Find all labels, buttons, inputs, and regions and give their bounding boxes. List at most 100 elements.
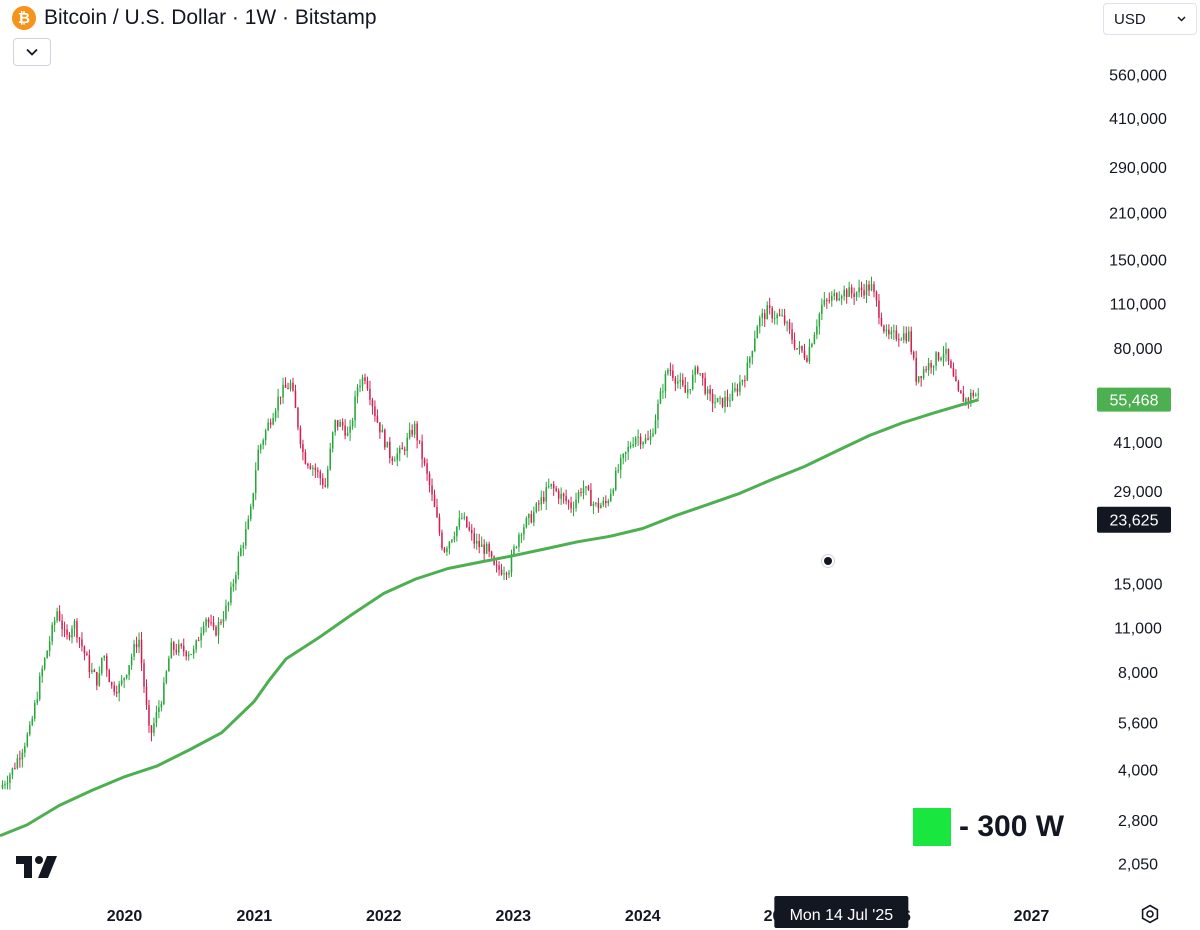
x-tick-label: 2020	[107, 908, 143, 925]
candle-body	[768, 305, 771, 309]
candle-body	[379, 422, 381, 433]
candle-body	[418, 440, 421, 442]
candle-body	[235, 575, 237, 584]
candle-body	[855, 292, 858, 297]
candle-body	[592, 503, 595, 506]
candle-body	[756, 326, 759, 339]
candle-body	[148, 705, 150, 726]
candle-body	[207, 619, 210, 623]
candle-body	[771, 308, 773, 319]
candle-body	[652, 433, 654, 437]
ma-300w-line	[0, 398, 980, 838]
candle-body	[719, 397, 721, 399]
y-tick-label: 41,000	[1114, 435, 1163, 452]
candle-body	[833, 293, 836, 296]
candle-body	[180, 644, 183, 646]
currency-value: USD	[1114, 10, 1146, 28]
candle-body	[96, 672, 98, 686]
candle-body	[125, 674, 128, 679]
candle-body	[458, 518, 461, 527]
candle-body	[922, 369, 925, 379]
candle-body	[878, 300, 880, 318]
candle-body	[927, 362, 930, 371]
candle-body	[86, 653, 88, 656]
candle-body	[215, 626, 217, 636]
candle-body	[912, 352, 915, 358]
candle-body	[205, 619, 207, 626]
candle-body	[657, 403, 659, 420]
candle-body	[547, 486, 550, 488]
chart-title[interactable]: Bitcoin / U.S. Dollar · 1W · Bitstamp	[44, 6, 377, 29]
candle-body	[384, 429, 386, 448]
candle-body	[322, 478, 324, 486]
candle-body	[391, 458, 394, 461]
candle-body	[247, 519, 250, 529]
candle-body	[160, 703, 163, 708]
candle-body	[369, 388, 371, 400]
candle-body	[309, 465, 312, 469]
candle-body	[848, 287, 850, 297]
candle-body	[93, 670, 96, 673]
candle-body	[654, 419, 657, 434]
candle-body	[801, 346, 803, 351]
candle-body	[917, 376, 920, 382]
candle-body	[749, 357, 751, 363]
candle-body	[33, 703, 36, 719]
candle-body	[284, 384, 287, 388]
candle-body	[649, 436, 652, 440]
candle-body	[269, 422, 272, 425]
candle-body	[940, 357, 942, 360]
candle-body	[597, 502, 600, 509]
candle-body	[76, 621, 78, 638]
candle-body	[935, 352, 937, 366]
candle-body	[639, 436, 642, 445]
candle-body	[101, 657, 103, 674]
candle-body	[505, 573, 508, 575]
settings-icon[interactable]	[1140, 904, 1160, 924]
candle-body	[610, 493, 612, 501]
candle-body	[133, 644, 135, 657]
candle-body	[528, 514, 530, 519]
collapse-legend-button[interactable]	[13, 38, 51, 66]
crosshair-center	[824, 557, 832, 565]
candle-body	[642, 442, 644, 445]
candle-body	[835, 293, 838, 301]
candle-body	[853, 293, 855, 297]
candle-body	[729, 400, 731, 402]
candle-body	[585, 486, 587, 489]
currency-select[interactable]: USD	[1103, 3, 1197, 35]
candle-body	[910, 331, 912, 353]
candle-body	[813, 334, 816, 344]
candle-body	[704, 378, 706, 394]
last-price-label: 55,468	[1110, 393, 1159, 410]
candle-body	[182, 645, 185, 652]
candle-body	[538, 503, 540, 505]
candle-body	[850, 287, 853, 294]
candle-body	[629, 446, 632, 448]
candle-body	[230, 586, 232, 603]
tradingview-logo[interactable]	[16, 856, 58, 878]
candle-body	[58, 611, 61, 621]
candle-body	[783, 315, 786, 324]
candle-body	[739, 382, 741, 392]
candle-body	[43, 658, 46, 669]
candle-body	[24, 746, 26, 753]
candle-body	[734, 388, 736, 391]
candle-body	[381, 429, 384, 433]
candle-body	[398, 447, 401, 454]
candle-body	[806, 357, 808, 362]
candle-body	[433, 494, 436, 507]
y-tick-label: 560,000	[1109, 67, 1167, 84]
crosshair-price-badge	[1097, 506, 1171, 533]
candle-body	[662, 391, 664, 393]
candle-body	[187, 654, 190, 657]
candle-body	[503, 573, 505, 575]
candle-body	[684, 385, 687, 393]
candle-body	[744, 380, 746, 382]
candle-body	[937, 352, 940, 360]
candle-body	[115, 691, 118, 694]
candle-body	[860, 287, 863, 291]
candle-body	[485, 543, 488, 554]
candle-body	[344, 425, 346, 436]
